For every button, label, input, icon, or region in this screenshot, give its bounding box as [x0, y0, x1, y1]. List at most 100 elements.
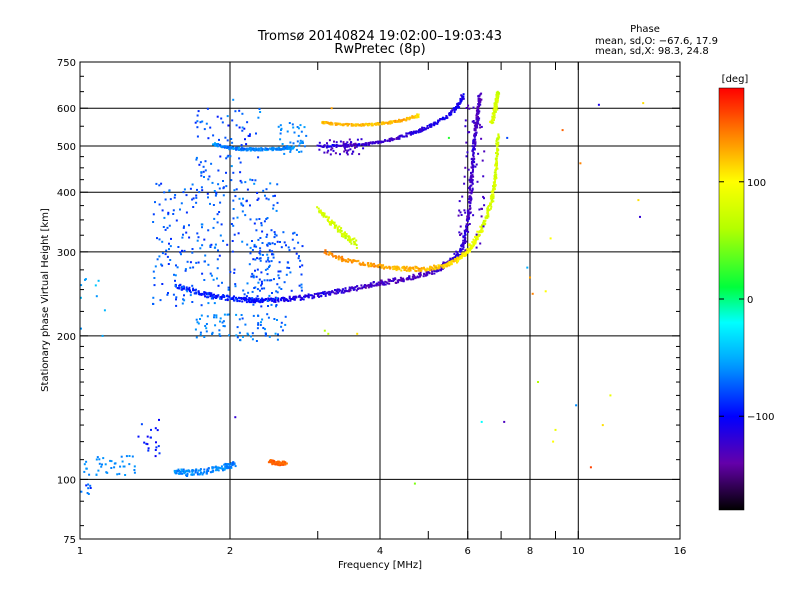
cluster-point	[242, 204, 245, 207]
trace-point	[229, 146, 231, 149]
cluster-point	[325, 146, 328, 149]
cluster-point	[120, 455, 123, 458]
trace-point	[487, 213, 490, 216]
trace-point	[430, 124, 433, 127]
cluster-point	[280, 127, 283, 130]
cluster-point	[183, 294, 185, 297]
trace-point	[320, 295, 323, 298]
trace-point	[341, 233, 344, 236]
trace-point	[215, 143, 218, 145]
trace-point	[227, 295, 230, 298]
trace-point	[178, 470, 181, 473]
cluster-point	[256, 327, 259, 330]
cluster-point	[200, 171, 203, 174]
trace-point	[277, 297, 280, 300]
trace-point	[328, 251, 331, 254]
trace-point	[292, 296, 295, 299]
trace-point	[340, 229, 343, 232]
cluster-point	[254, 179, 257, 182]
cluster-point	[165, 249, 168, 252]
cluster-point	[185, 231, 188, 234]
trace-point	[495, 165, 498, 168]
trace-point	[199, 469, 202, 472]
trace-point	[453, 258, 456, 260]
cluster-point	[235, 334, 238, 337]
trace-point	[353, 288, 356, 291]
cluster-point	[483, 204, 486, 207]
trace-point	[439, 264, 442, 267]
trace-point	[462, 97, 465, 100]
trace-point	[472, 153, 475, 156]
cluster-point	[257, 116, 260, 119]
trace-point	[352, 238, 355, 241]
trace-point	[249, 297, 252, 300]
cluster-point	[161, 252, 164, 255]
cluster-point	[361, 143, 364, 146]
trace-point	[346, 145, 349, 148]
cluster-point	[84, 278, 86, 281]
trace-point	[493, 119, 495, 121]
cluster-point	[326, 151, 329, 154]
cluster-point	[259, 257, 262, 260]
cluster-point	[257, 323, 260, 326]
trace-point	[479, 225, 482, 228]
cluster-point	[155, 441, 157, 444]
trace-point	[358, 262, 361, 265]
trace-point	[269, 461, 272, 464]
trace-point	[477, 115, 479, 118]
trace-point	[197, 290, 200, 293]
trace-point	[336, 122, 339, 125]
cluster-point	[351, 152, 354, 155]
trace-point	[357, 124, 360, 127]
cluster-point	[352, 143, 355, 146]
cluster-point	[95, 458, 98, 461]
trace-point	[481, 226, 483, 229]
cluster-point	[216, 213, 219, 216]
trace-point	[231, 463, 234, 466]
trace-point	[302, 298, 305, 301]
trace-point	[250, 299, 253, 302]
trace-point	[450, 262, 453, 264]
trace-point	[278, 461, 281, 464]
phase-stats-x: mean, sd,X: 98.3, 24.8	[595, 46, 709, 57]
trace-point	[316, 144, 319, 147]
trace-point	[277, 299, 279, 302]
cluster-point	[226, 139, 229, 142]
cluster-point	[246, 243, 249, 246]
cluster-point	[468, 179, 471, 182]
cluster-point	[300, 289, 303, 292]
cluster-point	[220, 117, 223, 120]
cluster-point	[209, 246, 212, 248]
trace-point	[324, 252, 327, 254]
cluster-point	[240, 202, 243, 205]
trace-point	[346, 124, 349, 127]
isolated-point	[356, 332, 359, 335]
trace-point	[452, 107, 455, 110]
trace-point	[211, 296, 214, 298]
cluster-point	[176, 266, 179, 269]
trace-point	[454, 107, 456, 110]
trace-point	[475, 133, 477, 136]
trace-point	[419, 271, 422, 274]
trace-point	[256, 298, 259, 301]
trace-point	[462, 241, 465, 244]
trace-point	[472, 243, 475, 246]
trace-point	[182, 468, 185, 471]
cluster-point	[158, 238, 161, 241]
trace-point	[344, 123, 347, 126]
cluster-point	[205, 122, 208, 125]
cluster-point	[233, 189, 236, 192]
cluster-point	[252, 274, 255, 277]
trace-point	[220, 467, 223, 470]
trace-point	[393, 138, 396, 141]
cluster-point	[296, 126, 299, 128]
cluster-point	[234, 110, 237, 113]
cluster-point	[285, 146, 288, 148]
trace-point	[470, 177, 473, 180]
cluster-point	[242, 197, 244, 200]
cluster-point	[280, 129, 282, 131]
isolated-point	[609, 394, 612, 397]
trace-point	[385, 121, 388, 124]
cluster-point	[219, 234, 222, 237]
trace-point	[457, 106, 460, 109]
